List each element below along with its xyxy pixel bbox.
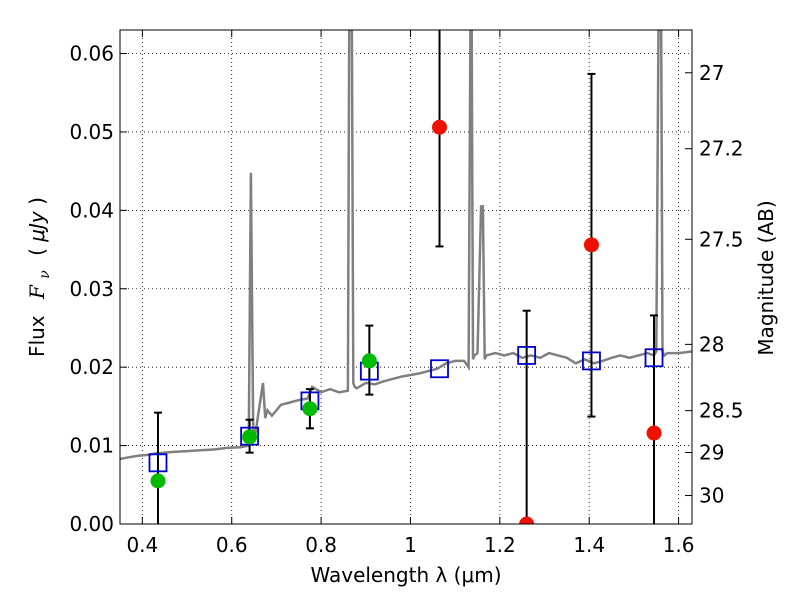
data-point: [519, 516, 535, 524]
y2-tick-label: 29: [699, 440, 724, 464]
y-label-flux: Flux: [25, 315, 49, 357]
y-tick-label: 0.00: [69, 512, 114, 536]
model-square: [430, 359, 449, 379]
y2-tick-label: 27.2: [699, 137, 744, 161]
data-point: [242, 429, 258, 445]
x-tick-label: 1: [404, 533, 417, 557]
y2-tick-label: 27.5: [699, 227, 744, 251]
plot-frame: [119, 29, 693, 525]
y-tick-label: 0.06: [69, 42, 114, 66]
y2-tick-label: 28.5: [699, 399, 744, 423]
data-point: [302, 401, 318, 417]
model-square: [517, 346, 537, 365]
y2-tick-label: 30: [699, 484, 724, 508]
spectrum-line: [120, 30, 692, 461]
grid-lines: [120, 30, 692, 524]
model-square: [240, 426, 259, 446]
y2-axis-label: Magnitude (AB): [754, 200, 778, 355]
model-spectrum: [120, 30, 692, 461]
model-square: [644, 348, 664, 368]
y-tick-label: 0.02: [69, 355, 114, 379]
y-tick-label: 0.01: [69, 434, 114, 458]
axis-ticks: 0.4 0.6 0.8 1 1.2 1.4 1.6 0.00 0.01 0.02 0.03 0.04 0…: [69, 30, 744, 557]
y-tick-label: 0.05: [69, 120, 114, 144]
data-point: [432, 119, 448, 135]
model-square: [582, 351, 601, 371]
data-point: [583, 237, 599, 253]
data-point: [646, 425, 662, 441]
y-label-close: ): [25, 197, 49, 205]
x-tick-label: 0.6: [216, 533, 248, 557]
x-tick-label: 0.4: [126, 533, 158, 557]
model-square: [148, 453, 168, 473]
y-label-open: (: [25, 242, 49, 256]
y-tick-label: 0.04: [69, 198, 114, 222]
model-photometry-squares: [148, 346, 664, 473]
x-tick-label: 1.2: [484, 533, 516, 557]
observed-photometry-points: [150, 119, 662, 524]
error-bars: [153, 30, 659, 524]
y2-tick-label: 28: [699, 332, 724, 356]
y2-tick-label: 27: [699, 61, 724, 85]
y-axis-label: Flux F ν ( μJy ): [25, 197, 54, 357]
y-tick-label: 0.03: [69, 277, 114, 301]
x-tick-label: 0.8: [305, 533, 337, 557]
x-tick-label: 1.4: [573, 533, 605, 557]
y-label-unit: μJy: [25, 210, 49, 243]
y-label-fnu: F: [25, 284, 49, 300]
x-axis-label: Wavelength λ (μm): [310, 563, 501, 587]
data-point: [361, 353, 377, 369]
data-point: [150, 473, 166, 489]
y-label-fnu-sub: ν: [37, 270, 53, 279]
x-tick-label: 1.6: [663, 533, 695, 557]
